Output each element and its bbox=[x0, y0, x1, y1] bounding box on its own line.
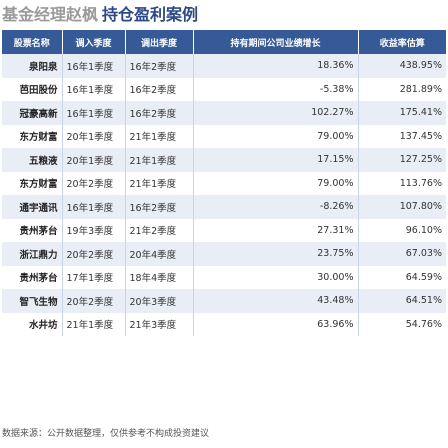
cell-out-quarter: 21年1季度 bbox=[125, 148, 194, 172]
cell-return: 64.51% bbox=[358, 289, 446, 313]
cell-stock-name: 泉阳泉 bbox=[2, 54, 63, 78]
cell-in-quarter: 16年1季度 bbox=[62, 77, 126, 101]
cell-out-quarter: 16年2季度 bbox=[125, 101, 194, 125]
holdings-table: 股票名称 调入季度 调出季度 持有期间公司业绩增长 收益率估算 泉阳泉 16年1… bbox=[2, 30, 446, 336]
cell-return: 127.25% bbox=[358, 148, 446, 172]
table-row: 东方财富 20年2季度 21年1季度 79.00% 113.76% bbox=[2, 171, 446, 195]
cell-growth: 79.00% bbox=[193, 171, 359, 195]
cell-growth: 63.96% bbox=[193, 312, 359, 336]
cell-in-quarter: 20年2季度 bbox=[62, 242, 126, 266]
cell-stock-name: 贵州茅台 bbox=[2, 265, 63, 289]
cell-growth: 79.00% bbox=[193, 124, 359, 148]
cell-growth: 102.27% bbox=[193, 101, 359, 125]
table-row: 通宇通讯 16年1季度 16年2季度 -8.26% 107.80% bbox=[2, 195, 446, 219]
header-growth: 持有期间公司业绩增长 bbox=[193, 30, 359, 54]
cell-out-quarter: 16年2季度 bbox=[125, 54, 194, 78]
cell-growth: 30.00% bbox=[193, 265, 359, 289]
cell-out-quarter: 21年1季度 bbox=[125, 124, 194, 148]
page-title: 基金经理赵枫 持仓盈利案例 bbox=[2, 4, 198, 26]
cell-in-quarter: 19年3季度 bbox=[62, 218, 126, 242]
source-note: 数据来源：公开数据整理，仅供参考不构成投资建议 bbox=[2, 429, 210, 439]
cell-in-quarter: 20年2季度 bbox=[62, 289, 126, 313]
cell-return: 64.59% bbox=[358, 265, 446, 289]
cell-stock-name: 芭田股份 bbox=[2, 77, 63, 101]
table-row: 贵州茅台 19年3季度 21年2季度 27.31% 96.10% bbox=[2, 218, 446, 242]
table-row: 东方财富 20年1季度 21年1季度 79.00% 137.45% bbox=[2, 124, 446, 148]
table-row: 贵州茅台 17年1季度 18年4季度 30.00% 64.59% bbox=[2, 265, 446, 289]
cell-stock-name: 浙江鼎力 bbox=[2, 242, 63, 266]
cell-in-quarter: 20年1季度 bbox=[62, 124, 126, 148]
cell-out-quarter: 16年2季度 bbox=[125, 195, 194, 219]
cell-growth: 43.48% bbox=[193, 289, 359, 313]
cell-return: 281.89% bbox=[358, 77, 446, 101]
table-row: 水井坊 21年1季度 21年3季度 63.96% 54.76% bbox=[2, 312, 446, 336]
cell-stock-name: 贵州茅台 bbox=[2, 218, 63, 242]
cell-return: 96.10% bbox=[358, 218, 446, 242]
table-row: 浙江鼎力 20年2季度 20年4季度 23.75% 67.03% bbox=[2, 242, 446, 266]
cell-out-quarter: 16年2季度 bbox=[125, 77, 194, 101]
cell-growth: -8.26% bbox=[193, 195, 359, 219]
cell-stock-name: 五粮液 bbox=[2, 148, 63, 172]
cell-stock-name: 智飞生物 bbox=[2, 289, 63, 313]
cell-out-quarter: 21年1季度 bbox=[125, 171, 194, 195]
cell-growth: 23.75% bbox=[193, 242, 359, 266]
cell-in-quarter: 20年2季度 bbox=[62, 171, 126, 195]
cell-growth: 27.31% bbox=[193, 218, 359, 242]
header-out-quarter: 调出季度 bbox=[125, 30, 194, 54]
cell-return: 137.45% bbox=[358, 124, 446, 148]
cell-stock-name: 水井坊 bbox=[2, 312, 63, 336]
cell-return: 67.03% bbox=[358, 242, 446, 266]
cell-in-quarter: 16年1季度 bbox=[62, 195, 126, 219]
cell-out-quarter: 21年3季度 bbox=[125, 312, 194, 336]
header-in-quarter: 调入季度 bbox=[62, 30, 126, 54]
cell-in-quarter: 16年1季度 bbox=[62, 54, 126, 78]
table-row: 五粮液 20年1季度 21年1季度 17.15% 127.25% bbox=[2, 148, 446, 172]
header-return: 收益率估算 bbox=[358, 30, 446, 54]
table-row: 智飞生物 20年2季度 20年3季度 43.48% 64.51% bbox=[2, 289, 446, 313]
table-header-row: 股票名称 调入季度 调出季度 持有期间公司业绩增长 收益率估算 bbox=[2, 30, 446, 54]
cell-in-quarter: 20年1季度 bbox=[62, 148, 126, 172]
cell-return: 175.41% bbox=[358, 101, 446, 125]
cell-in-quarter: 21年1季度 bbox=[62, 312, 126, 336]
cell-out-quarter: 21年2季度 bbox=[125, 218, 194, 242]
cell-stock-name: 通宇通讯 bbox=[2, 195, 63, 219]
title-highlight: 基金经理赵枫 bbox=[2, 5, 99, 24]
cell-in-quarter: 17年1季度 bbox=[62, 265, 126, 289]
cell-stock-name: 冠豪高新 bbox=[2, 101, 63, 125]
cell-out-quarter: 20年4季度 bbox=[125, 242, 194, 266]
header-stock-name: 股票名称 bbox=[2, 30, 63, 54]
cell-return: 113.76% bbox=[358, 171, 446, 195]
table-row: 泉阳泉 16年1季度 16年2季度 18.36% 438.95% bbox=[2, 54, 446, 78]
cell-growth: 17.15% bbox=[193, 148, 359, 172]
cell-growth: 18.36% bbox=[193, 54, 359, 78]
cell-out-quarter: 20年3季度 bbox=[125, 289, 194, 313]
cell-return: 54.76% bbox=[358, 312, 446, 336]
table-row: 芭田股份 16年1季度 16年2季度 -5.38% 281.89% bbox=[2, 77, 446, 101]
cell-out-quarter: 18年4季度 bbox=[125, 265, 194, 289]
title-main: 持仓盈利案例 bbox=[102, 5, 199, 24]
table-row: 冠豪高新 16年1季度 16年2季度 102.27% 175.41% bbox=[2, 101, 446, 125]
cell-stock-name: 东方财富 bbox=[2, 171, 63, 195]
cell-stock-name: 东方财富 bbox=[2, 124, 63, 148]
cell-in-quarter: 16年1季度 bbox=[62, 101, 126, 125]
cell-return: 107.80% bbox=[358, 195, 446, 219]
cell-return: 438.95% bbox=[358, 54, 446, 78]
cell-growth: -5.38% bbox=[193, 77, 359, 101]
